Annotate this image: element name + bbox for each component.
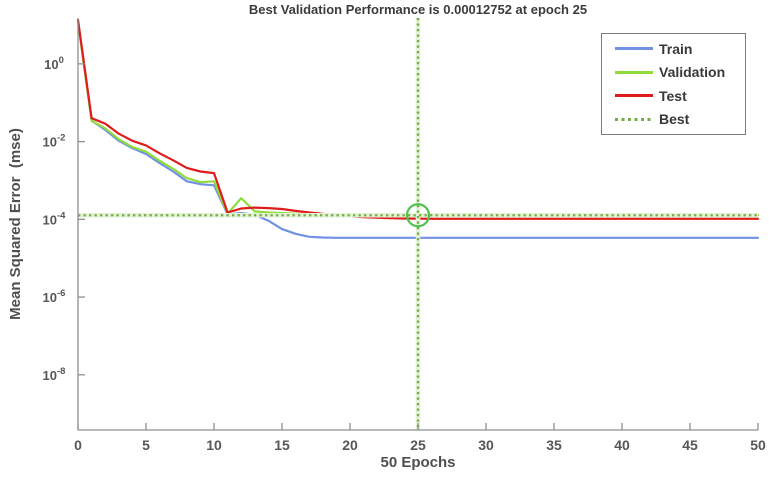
x-axis-tick-label: 50 — [750, 437, 766, 453]
legend-item-test: Test — [602, 89, 745, 103]
chart-title: Best Validation Performance is 0.0001275… — [248, 2, 588, 17]
test-line-sample — [615, 94, 653, 98]
train-line-sample — [615, 47, 653, 51]
x-axis-tick-label: 5 — [142, 437, 150, 453]
x-axis-tick-label: 30 — [478, 437, 494, 453]
x-axis-tick-label: 15 — [274, 437, 290, 453]
legend-item-validation: Validation — [602, 65, 745, 79]
x-axis-tick-label: 40 — [614, 437, 630, 453]
best-line-sample — [615, 117, 653, 121]
x-axis-tick-label: 10 — [206, 437, 222, 453]
y-axis-label: Mean Squared Error (mse) — [7, 128, 24, 320]
x-axis-label: 50 Epochs — [380, 454, 456, 471]
x-axis-tick-label: 20 — [342, 437, 358, 453]
y-axis-tick-label: 10-4 — [43, 210, 67, 227]
best-epoch-marker — [405, 203, 431, 228]
legend-label: Train — [659, 40, 693, 57]
legend: Train Validation Test Best — [601, 33, 746, 135]
legend-item-best: Best — [602, 112, 745, 126]
y-axis-tick-label: 10-2 — [43, 133, 66, 150]
validation-line-sample — [615, 70, 653, 74]
x-axis-tick-label: 45 — [682, 437, 698, 453]
legend-label: Validation — [659, 64, 726, 81]
legend-label: Test — [659, 87, 687, 104]
x-axis-tick-label: 0 — [74, 437, 82, 453]
y-axis-tick-label: 10-6 — [43, 288, 66, 305]
y-axis-tick-label: 10-8 — [43, 366, 66, 383]
y-axis-tick-label: 100 — [44, 55, 64, 72]
x-axis-tick-label: 25 — [410, 437, 426, 453]
legend-label: Best — [659, 111, 690, 128]
legend-item-train: Train — [602, 42, 745, 56]
x-axis-tick-label: 35 — [546, 437, 562, 453]
